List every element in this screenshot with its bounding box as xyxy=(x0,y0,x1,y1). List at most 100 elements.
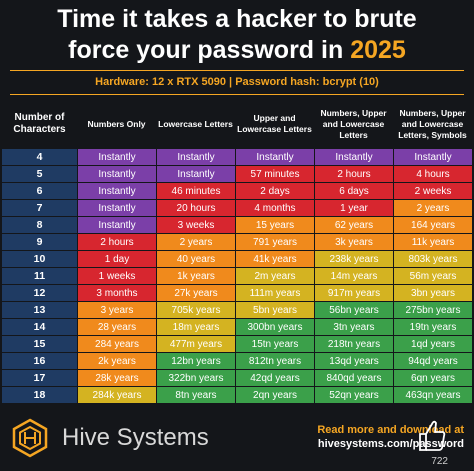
time-cell: Instantly xyxy=(156,166,235,183)
time-cell: 477m years xyxy=(156,336,235,353)
header-number-of-characters: Number of Characters xyxy=(13,112,66,135)
table-row: 17 28k years 322bn years 42qd years 840qd ye… xyxy=(2,370,472,387)
time-cell: 14m years xyxy=(314,268,393,285)
reaction-counter: 722 xyxy=(431,456,448,467)
time-cell: 3 years xyxy=(77,302,156,319)
time-cell: 56m years xyxy=(393,268,472,285)
time-cell: 791 years xyxy=(235,234,314,251)
time-cell: Instantly xyxy=(77,166,156,183)
time-cell: 803k years xyxy=(393,251,472,268)
time-cell: 6qn years xyxy=(393,370,472,387)
time-cell: 2 hours xyxy=(77,234,156,251)
table-row: 12 3 months 27k years 111m years 917m years 3… xyxy=(2,285,472,302)
time-cell: 20 hours xyxy=(156,200,235,217)
time-cell: Instantly xyxy=(235,149,314,166)
time-cell: Instantly xyxy=(314,149,393,166)
table-row: 10 1 day 40 years 41k years 238k years 803k y… xyxy=(2,251,472,268)
time-cell: 1 year xyxy=(314,200,393,217)
time-cell: 62 years xyxy=(314,217,393,234)
table-row: 5 Instantly Instantly 57 minutes 2 hours 4 ho… xyxy=(2,166,472,183)
character-count-cell: 9 xyxy=(2,234,77,251)
time-cell: 57 minutes xyxy=(235,166,314,183)
time-cell: 5bn years xyxy=(235,302,314,319)
time-cell: 6 days xyxy=(314,183,393,200)
table-row: 4 Instantly Instantly Instantly Instantly Ins… xyxy=(2,149,472,166)
time-cell: 1qd years xyxy=(393,336,472,353)
time-cell: 8tn years xyxy=(156,387,235,404)
time-cell: 3 months xyxy=(77,285,156,302)
time-cell: 11k years xyxy=(393,234,472,251)
character-count-cell: 14 xyxy=(2,319,77,336)
title-year: 2025 xyxy=(350,36,406,64)
time-cell: 275bn years xyxy=(393,302,472,319)
time-cell: Instantly xyxy=(77,200,156,217)
table-row: 16 2k years 12bn years 812tn years 13qd year… xyxy=(2,353,472,370)
header-numbers-upper-lower: Numbers, Upper and Lowercase Letters xyxy=(320,107,387,140)
character-count-cell: 7 xyxy=(2,200,77,217)
time-cell: 322bn years xyxy=(156,370,235,387)
time-cell: 40 years xyxy=(156,251,235,268)
character-count-cell: 18 xyxy=(2,387,77,404)
time-cell: 52qn years xyxy=(314,387,393,404)
header-all-symbols: Numbers, Upper and Lowercase Letters, Sy… xyxy=(398,107,467,140)
time-cell: 2k years xyxy=(77,353,156,370)
table-row: 14 28 years 18m years 300bn years 3tn years 1… xyxy=(2,319,472,336)
time-cell: 812tn years xyxy=(235,353,314,370)
time-cell: 28 years xyxy=(77,319,156,336)
time-cell: 28k years xyxy=(77,370,156,387)
title-line-2-text: force your password in xyxy=(68,36,351,64)
time-cell: 2 hours xyxy=(314,166,393,183)
divider-top xyxy=(10,70,464,71)
character-count-cell: 10 xyxy=(2,251,77,268)
time-cell: 15tn years xyxy=(235,336,314,353)
time-cell: 2qn years xyxy=(235,387,314,404)
divider-mid xyxy=(10,94,464,95)
time-cell: 164 years xyxy=(393,217,472,234)
hexagon-logo-icon xyxy=(12,418,48,458)
table-body: 4 Instantly Instantly Instantly Instantly Ins… xyxy=(2,149,472,404)
page-title: Time it takes a hacker to brute force yo… xyxy=(0,4,474,66)
time-cell: Instantly xyxy=(77,217,156,234)
character-count-cell: 16 xyxy=(2,353,77,370)
time-cell: Instantly xyxy=(77,149,156,166)
brand-name: Hive Systems xyxy=(62,424,209,451)
time-cell: 42qd years xyxy=(235,370,314,387)
time-cell: 3k years xyxy=(314,234,393,251)
time-cell: 3tn years xyxy=(314,319,393,336)
header-upper-lower: Upper and Lowercase Letters xyxy=(237,113,312,134)
character-count-cell: 6 xyxy=(2,183,77,200)
time-cell: 111m years xyxy=(235,285,314,302)
table-row: 15 284 years 477m years 15tn years 218tn yea… xyxy=(2,336,472,353)
character-count-cell: 5 xyxy=(2,166,77,183)
time-cell: 1k years xyxy=(156,268,235,285)
title-line-1: Time it takes a hacker to brute xyxy=(57,5,417,33)
table-header: Number of Characters Numbers Only Lowerc… xyxy=(2,100,472,148)
time-cell: 27k years xyxy=(156,285,235,302)
cta-link[interactable]: hivesystems.com/password xyxy=(317,438,464,450)
time-cell: 2 days xyxy=(235,183,314,200)
time-cell: 94qd years xyxy=(393,353,472,370)
table-row: 8 Instantly 3 weeks 15 years 62 years 164 yea… xyxy=(2,217,472,234)
character-count-cell: 17 xyxy=(2,370,77,387)
character-count-cell: 13 xyxy=(2,302,77,319)
character-count-cell: 8 xyxy=(2,217,77,234)
time-cell: 840qd years xyxy=(314,370,393,387)
time-cell: 463qn years xyxy=(393,387,472,404)
time-cell: Instantly xyxy=(77,183,156,200)
table-row: 18 284k years 8tn years 2qn years 52qn years… xyxy=(2,387,472,404)
time-cell: 4 months xyxy=(235,200,314,217)
character-count-cell: 4 xyxy=(2,149,77,166)
time-cell: 56bn years xyxy=(314,302,393,319)
time-cell: 238k years xyxy=(314,251,393,268)
time-cell: 3bn years xyxy=(393,285,472,302)
time-cell: 1 day xyxy=(77,251,156,268)
time-cell: 284k years xyxy=(77,387,156,404)
header-lowercase: Lowercase Letters xyxy=(158,118,233,129)
time-cell: 2 years xyxy=(393,200,472,217)
time-cell: Instantly xyxy=(393,149,472,166)
thumbs-up-icon[interactable] xyxy=(418,418,446,452)
time-cell: 19tn years xyxy=(393,319,472,336)
time-cell: 300bn years xyxy=(235,319,314,336)
time-cell: 12bn years xyxy=(156,353,235,370)
time-cell: 46 minutes xyxy=(156,183,235,200)
